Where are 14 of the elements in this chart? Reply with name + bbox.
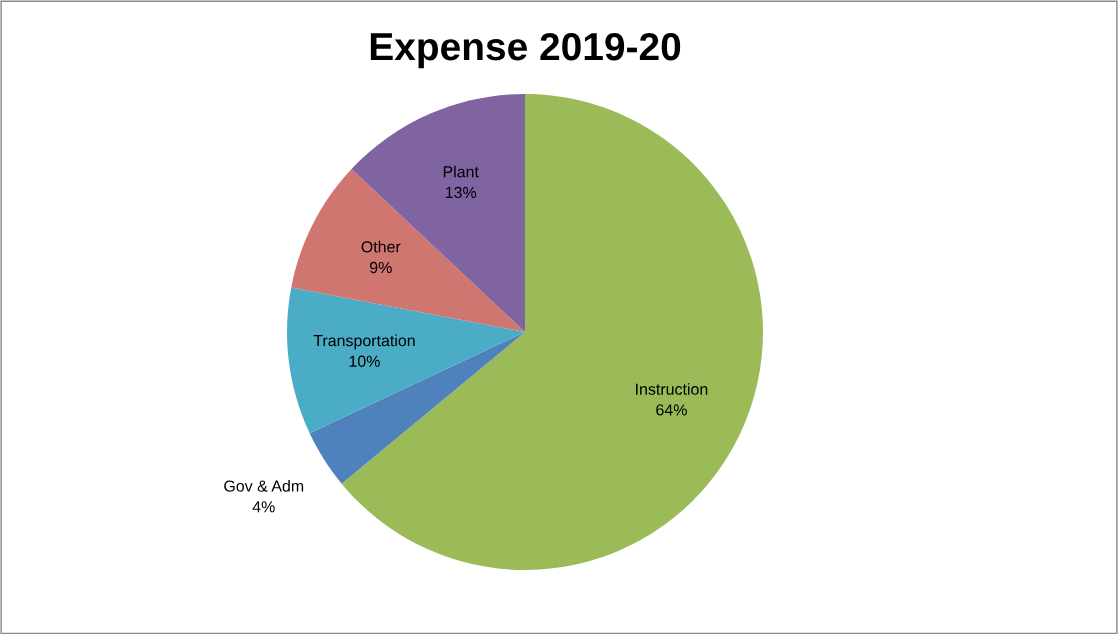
- slice-label: Transportation: [313, 334, 415, 350]
- pie-slice: [351, 94, 525, 332]
- pie-slice: [309, 332, 525, 484]
- slice-label: Instruction: [636, 383, 708, 395]
- slice-label: Plant: [443, 165, 479, 178]
- chart-title: Expense 2019-20: [370, 32, 681, 69]
- data-label: 64%: [656, 404, 687, 416]
- slice-label: Other: [361, 240, 401, 253]
- data-label: 4%: [252, 501, 275, 513]
- data-label: 13%: [445, 186, 477, 199]
- slice-label: Gov & Adm: [224, 480, 304, 492]
- data-label: 10%: [349, 355, 380, 367]
- data-label: 9%: [370, 261, 392, 274]
- pie-slice: [287, 287, 525, 434]
